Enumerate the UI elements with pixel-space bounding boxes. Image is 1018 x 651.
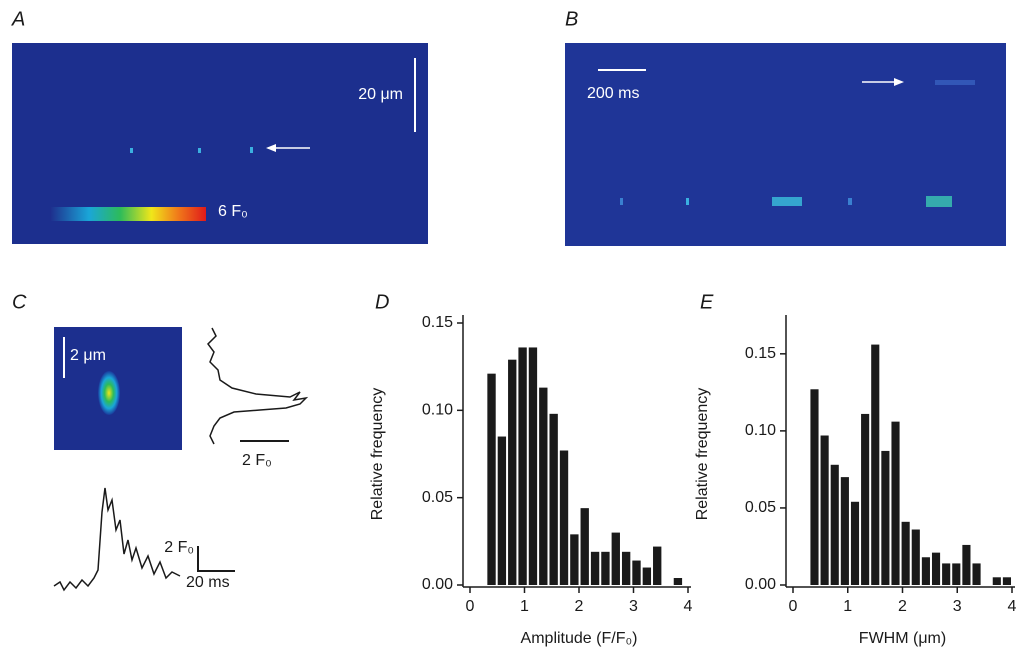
bar xyxy=(810,389,819,585)
bar xyxy=(549,413,558,585)
x-tick-label: 1 xyxy=(520,598,529,615)
bar xyxy=(840,477,849,585)
bar xyxy=(518,347,527,585)
y-tick-label: 0.10 xyxy=(745,422,776,439)
x-tick-label: 4 xyxy=(684,598,693,615)
x-axis-label: Amplitude (F/F₀) xyxy=(521,630,638,647)
bar xyxy=(952,563,961,585)
y-tick-label: 0.10 xyxy=(422,402,453,419)
spark xyxy=(250,147,253,153)
spark xyxy=(935,80,975,85)
bar xyxy=(1002,577,1011,585)
bar xyxy=(487,373,496,585)
panel-label: A xyxy=(11,8,25,30)
bar xyxy=(901,521,910,585)
x-tick-label: 2 xyxy=(898,598,907,615)
bar xyxy=(528,347,538,585)
bar xyxy=(871,344,880,585)
bar xyxy=(850,501,860,585)
x-tick-label: 4 xyxy=(1008,598,1017,615)
scale-bar xyxy=(197,546,235,572)
spark xyxy=(772,197,802,206)
spark xyxy=(848,198,852,205)
bar xyxy=(570,534,579,585)
panel-label: C xyxy=(12,291,27,313)
y-tick-label: 0.05 xyxy=(422,489,453,506)
bar xyxy=(653,546,662,585)
scale-label: 2 F₀ xyxy=(164,539,194,556)
bar xyxy=(830,464,839,585)
x-tick-label: 0 xyxy=(789,598,798,615)
spark xyxy=(620,198,623,205)
bar xyxy=(942,563,951,585)
y-tick-label: 0.05 xyxy=(745,499,776,516)
y-tick-label: 0.15 xyxy=(745,345,776,362)
bar xyxy=(972,563,981,585)
x-tick-label: 3 xyxy=(629,598,638,615)
bar xyxy=(601,551,610,585)
scale-label: 20 ms xyxy=(186,574,230,591)
arrow-head xyxy=(894,78,904,86)
bar xyxy=(992,577,1001,585)
bar xyxy=(673,578,683,585)
spark xyxy=(198,148,201,153)
colorbar-label: 6 F₀ xyxy=(218,203,248,220)
colorbar xyxy=(50,207,206,221)
panel-label: B xyxy=(565,8,578,30)
x-tick-label: 2 xyxy=(575,598,584,615)
linescan-image xyxy=(565,43,1006,246)
x-tick-label: 3 xyxy=(953,598,962,615)
spark xyxy=(686,198,689,205)
bar xyxy=(820,435,829,585)
time-trace xyxy=(53,487,181,592)
scale-label: 20 μm xyxy=(358,86,403,103)
bar xyxy=(508,359,517,585)
profile-trace xyxy=(207,327,309,445)
scale-label: 200 ms xyxy=(587,85,639,102)
scale-label: 2 μm xyxy=(70,347,106,364)
bar xyxy=(590,551,600,585)
bar xyxy=(921,557,930,585)
spark xyxy=(130,148,133,153)
arrow-head xyxy=(266,144,276,152)
bar xyxy=(611,532,620,585)
y-tick-label: 0.15 xyxy=(422,314,453,331)
bar xyxy=(642,567,652,585)
y-tick-label: 0.00 xyxy=(745,576,776,593)
bar xyxy=(621,551,631,585)
bar xyxy=(931,552,941,585)
bar xyxy=(962,544,971,585)
y-tick-label: 0.00 xyxy=(422,576,453,593)
bar xyxy=(861,413,870,585)
bar xyxy=(497,436,507,585)
spark xyxy=(926,196,952,207)
bar xyxy=(881,450,890,585)
bar xyxy=(911,529,920,585)
x-tick-label: 1 xyxy=(843,598,852,615)
bar xyxy=(632,560,641,585)
x-axis-label: FWHM (μm) xyxy=(859,630,946,647)
panel-label: D xyxy=(375,291,389,313)
scale-label: 2 F₀ xyxy=(242,452,272,469)
bar xyxy=(580,508,589,585)
panel-label: E xyxy=(700,291,714,313)
bar xyxy=(559,450,569,585)
bar xyxy=(891,421,900,585)
y-axis-label: Relative frequency xyxy=(694,388,711,521)
bar xyxy=(539,387,548,585)
x-tick-label: 0 xyxy=(466,598,475,615)
y-axis-label: Relative frequency xyxy=(369,388,386,521)
spark xyxy=(98,371,120,415)
